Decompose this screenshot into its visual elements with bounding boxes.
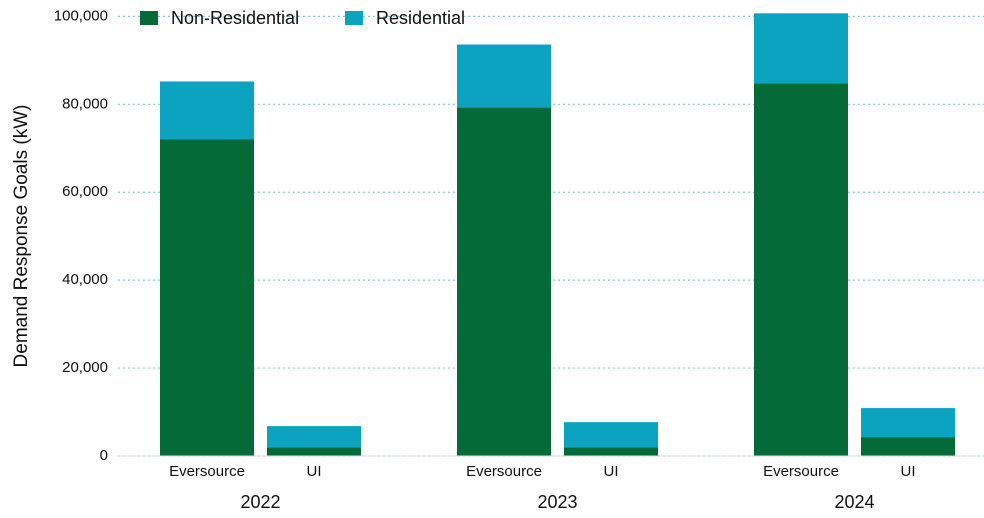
bar-segment (457, 44, 551, 108)
x-tick-label: Eversource (763, 463, 839, 480)
legend-label: Non-Residential (171, 8, 299, 28)
bar-segment (564, 447, 658, 456)
x-tick-label: UI (604, 463, 619, 480)
bar-segment (160, 81, 254, 140)
bar-segment (861, 437, 955, 456)
group-label: 2022 (240, 492, 280, 512)
y-tick-label: 40,000 (62, 271, 108, 288)
group-label: 2023 (537, 492, 577, 512)
bar-segment (861, 408, 955, 438)
bar-segment (267, 426, 361, 448)
bar-segment (160, 139, 254, 456)
bar-segment (267, 447, 361, 456)
legend-swatch (140, 11, 158, 25)
bar-segment (564, 422, 658, 448)
y-tick-label: 0 (100, 447, 108, 464)
group-label: 2024 (834, 492, 874, 512)
y-axis-label: Demand Response Goals (kW) (11, 105, 32, 368)
y-tick-label: 20,000 (62, 359, 108, 376)
bar-segment (754, 13, 848, 84)
y-tick-label: 80,000 (62, 95, 108, 112)
x-tick-label: UI (901, 463, 916, 480)
legend-swatch (345, 11, 363, 25)
x-tick-label: Eversource (169, 463, 245, 480)
bar-segment (457, 107, 551, 457)
x-tick-label: UI (307, 463, 322, 480)
bar-segment (754, 83, 848, 456)
y-tick-label: 100,000 (54, 7, 108, 24)
y-tick-label: 60,000 (62, 183, 108, 200)
x-tick-label: Eversource (466, 463, 542, 480)
legend-label: Residential (376, 8, 465, 28)
